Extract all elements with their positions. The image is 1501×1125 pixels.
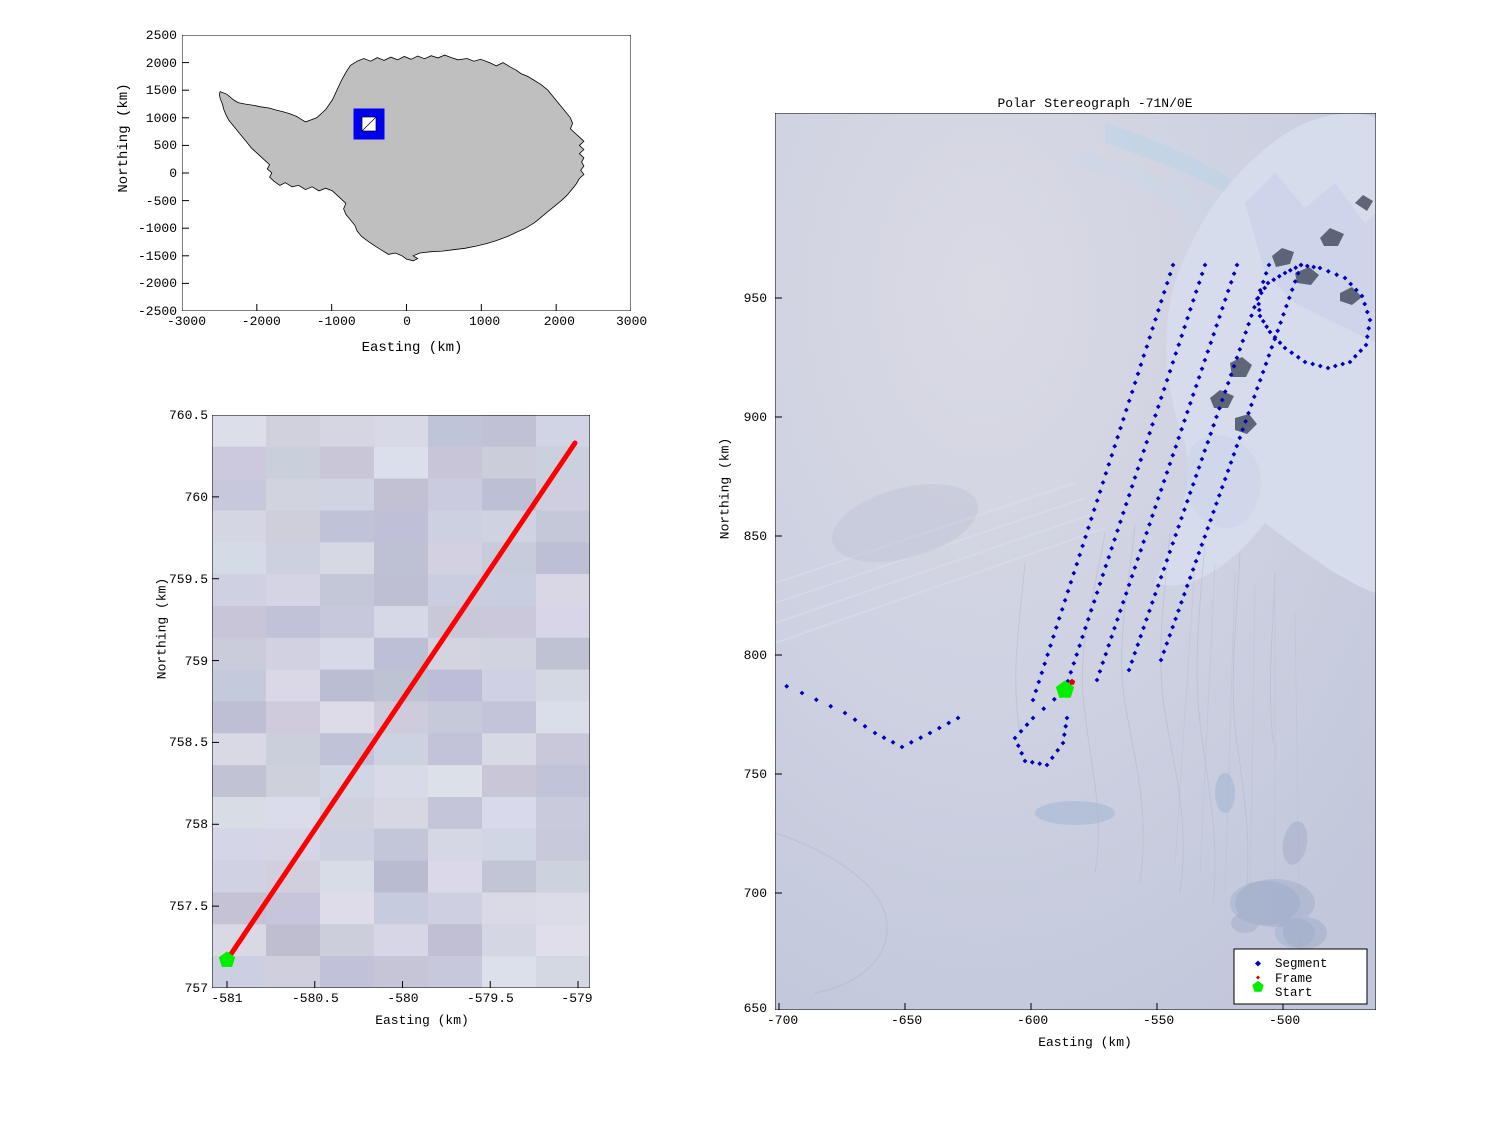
svg-text:Segment: Segment (1275, 957, 1328, 971)
svg-text:Start: Start (1275, 986, 1313, 1000)
svg-text:Frame: Frame (1275, 972, 1313, 986)
